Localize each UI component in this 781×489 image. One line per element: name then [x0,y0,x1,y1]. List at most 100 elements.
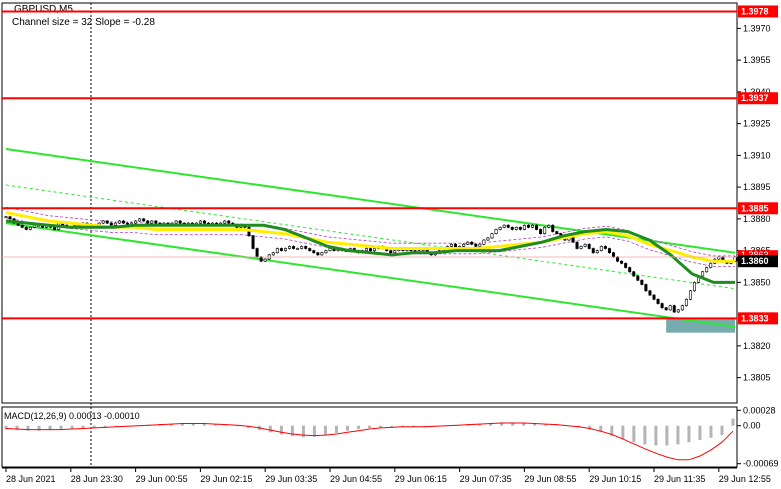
candle-body [292,246,296,249]
price-tick-label: 1.3970 [743,23,771,33]
candle-body [296,248,300,250]
macd-histogram-bar [368,425,371,428]
macd-tick-label: -0.00069 [743,459,779,469]
macd-histogram-bar [279,425,283,435]
macd-histogram-bar [169,423,173,426]
macd-histogram-bar [92,425,96,428]
candle-body [486,237,490,241]
macd-histogram-bar [731,418,735,426]
candle-body [462,243,466,247]
macd-indicator-label: MACD(12,26,9) 0.00013 -0.00010 [4,411,140,421]
candle-body [624,263,628,268]
macd-histogram-bar [489,422,493,426]
candle-body [178,220,182,224]
macd-signal-line [5,422,734,461]
candle-body [312,250,316,254]
macd-histogram-bar [213,424,217,426]
price-tick-label: 1.3895 [743,182,771,192]
level-price-label: 1.3978 [741,6,769,16]
candle-body [263,258,267,262]
macd-histogram-bar [621,425,625,439]
candle-body [575,241,579,249]
candle-body [283,248,287,251]
candle-body [579,246,583,249]
time-tick-label: 29 Jun 04:55 [330,474,382,484]
candles-group [4,215,741,313]
macd-histogram-bar [290,425,294,437]
candle-body [701,271,705,277]
candle-body [364,248,368,251]
macd-histogram-bar [114,425,118,427]
time-tick-label: 29 Jun 11:35 [654,474,705,484]
macd-histogram-bar [103,425,107,428]
macd-histogram-bar [665,425,669,446]
candle-body [287,246,291,249]
candle-body [628,267,632,273]
candle-body [644,284,648,292]
candle-body [117,220,121,224]
candle-body [146,220,150,224]
candle-body [24,227,28,230]
time-tick-label: 29 Jun 10:15 [589,474,641,484]
candle-body [535,224,539,230]
time-tick-label: 29 Jun 12:55 [719,474,771,484]
macd-histogram-bar [544,424,548,426]
macd-histogram-bar [676,425,680,445]
price-tick-label: 1.3925 [743,119,771,129]
macd-histogram-bar [202,424,206,426]
macd-histogram-bar [654,425,658,446]
macd-histogram-bar [555,425,559,426]
chart-symbol-label: GBPUSD,M5 [14,4,73,16]
candle-body [599,246,603,251]
macd-histogram-bar [301,425,305,438]
macd-histogram-bar [15,425,19,431]
current-price-tag [738,255,778,268]
candle-body [53,227,57,230]
candle-body [705,267,709,273]
candle-body [198,220,202,224]
candle-body [676,309,680,313]
candle-body [478,243,482,247]
macd-histogram-bar [423,425,427,427]
candle-body [656,298,660,304]
channel-lower-line [5,222,736,328]
candle-body [510,227,514,230]
candle-body [611,252,615,258]
candle-body [591,248,595,254]
candle-body [255,248,259,258]
candle-body [470,241,474,245]
candle-body [664,307,668,311]
candle-body [304,246,308,249]
current-price-label: 1.3860 [741,256,769,266]
level-price-tag [738,312,778,325]
candle-body [105,220,109,224]
candle-body [300,246,304,249]
candle-body [539,229,543,234]
macd-histogram-bar [401,425,405,427]
candle-body [494,229,498,234]
candle-body [251,235,255,249]
macd-histogram-bar [26,425,30,431]
level-price-label: 1.3833 [741,313,769,323]
macd-histogram-bar [81,425,85,429]
macd-tick-label: 0.00028 [743,405,776,415]
level-price-label: 1.3885 [741,203,769,213]
candle-body [680,305,684,311]
candle-body [109,222,113,226]
macd-histogram-bar [59,425,63,430]
level-price-tag [738,202,778,215]
candle-body [652,294,656,300]
macd-histogram-bar [390,425,394,427]
candle-body [134,220,138,224]
candle-body [640,279,644,285]
candle-body [498,227,502,230]
macd-histogram-bar [687,425,691,443]
candle-body [692,282,696,292]
candle-body [259,256,263,262]
candle-body [223,220,227,224]
macd-panel-frame [1,406,738,468]
macd-histogram-bar [632,425,636,443]
level-price-tag [738,92,778,105]
candle-body [227,220,231,224]
